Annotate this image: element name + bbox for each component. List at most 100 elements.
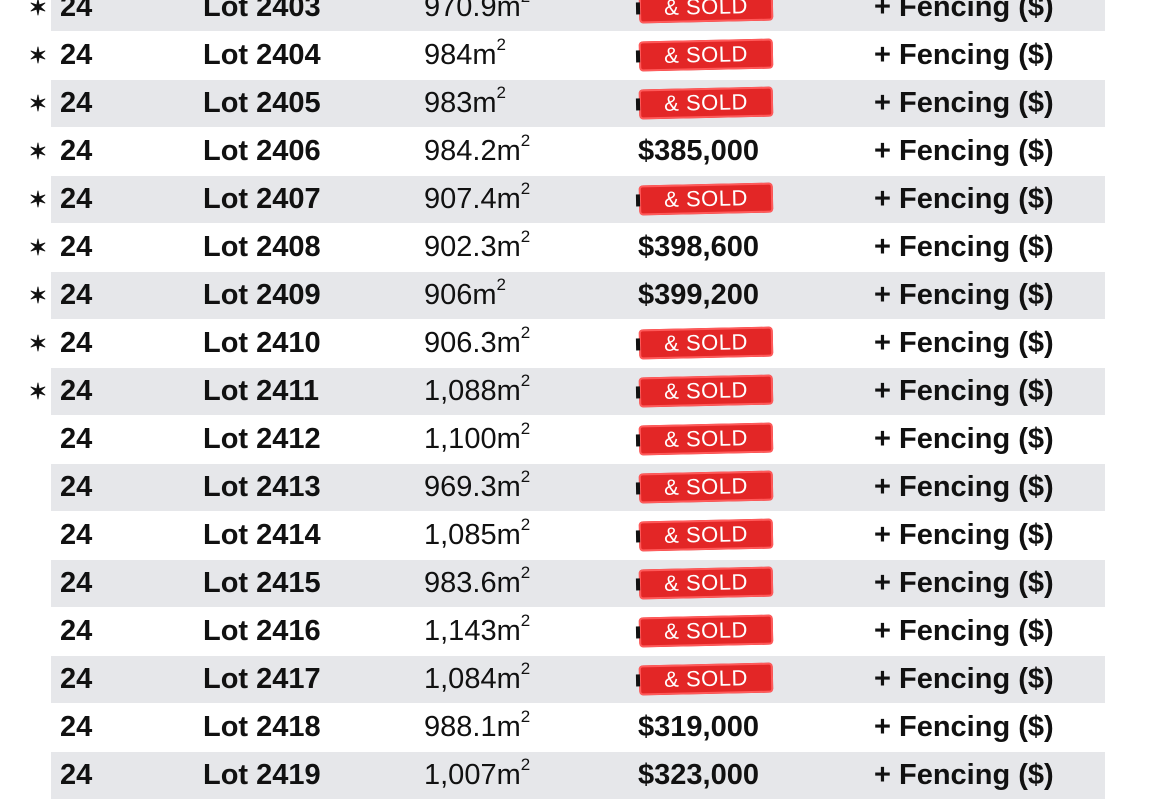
squared-superscript: 2 [520, 515, 531, 534]
squared-superscript: 2 [520, 659, 531, 678]
star-icon: ✶ [28, 91, 48, 116]
row-background [51, 656, 1105, 703]
lot-area-value: 1,084m [424, 663, 521, 695]
lot-number: Lot 2418 [203, 711, 321, 743]
squared-superscript: 2 [520, 323, 531, 342]
table-row: ✶ 24 Lot 2404 984m2 & SOLD + Fencing ($) [0, 32, 1160, 79]
stage-number: 24 [60, 231, 93, 263]
lot-area: 1,088m2 [424, 368, 530, 415]
lot-area-value: 984m [424, 39, 497, 71]
stage-number: 24 [60, 183, 93, 215]
star-icon: ✶ [28, 283, 48, 308]
star-icon: ✶ [28, 139, 48, 164]
row-background [51, 0, 1105, 31]
fencing-note: + Fencing ($) [874, 375, 1054, 407]
row-background [51, 464, 1105, 511]
table-row: 24 Lot 2416 1,143m2 & SOLD + Fencing ($) [0, 608, 1160, 655]
squared-superscript: 2 [496, 275, 507, 294]
lot-area-value: 969.3m [424, 471, 521, 503]
squared-superscript: 2 [520, 419, 531, 438]
lot-area: 907.4m2 [424, 176, 530, 223]
lot-area: 983.6m2 [424, 560, 530, 607]
fencing-note: + Fencing ($) [874, 615, 1054, 647]
sold-stamp: & SOLD [638, 470, 774, 504]
fencing-note: + Fencing ($) [874, 423, 1054, 455]
sold-stamp: & SOLD [638, 422, 774, 456]
fencing-note: + Fencing ($) [874, 471, 1054, 503]
star-icon: ✶ [28, 0, 48, 20]
table-row: 24 Lot 2414 1,085m2 & SOLD + Fencing ($) [0, 512, 1160, 559]
fencing-note: + Fencing ($) [874, 519, 1054, 551]
lot-area-value: 983.6m [424, 567, 521, 599]
fencing-note: + Fencing ($) [874, 39, 1054, 71]
table-row: ✶ 24 Lot 2408 902.3m2 $398,600 + Fencing ($) [0, 224, 1160, 271]
stage-number: 24 [60, 711, 93, 743]
stage-number: 24 [60, 39, 93, 71]
stage-number: 24 [60, 423, 93, 455]
lot-area-value: 1,143m [424, 615, 521, 647]
star-icon: ✶ [28, 43, 48, 68]
sold-stamp: & SOLD [638, 0, 774, 24]
fencing-note: + Fencing ($) [874, 135, 1054, 167]
sold-stamp: & SOLD [638, 86, 774, 120]
lot-number: Lot 2403 [203, 0, 321, 23]
squared-superscript: 2 [496, 35, 507, 54]
lot-area: 969.3m2 [424, 464, 530, 511]
lot-price: $399,200 [638, 279, 759, 311]
squared-superscript: 2 [520, 227, 531, 246]
stage-number: 24 [60, 375, 93, 407]
table-row: ✶ 24 Lot 2403 970.9m2 & SOLD + Fencing ($) [0, 0, 1160, 31]
lot-area: 970.9m2 [424, 0, 530, 31]
lot-area-value: 902.3m [424, 231, 521, 263]
squared-superscript: 2 [496, 83, 507, 102]
squared-superscript: 2 [520, 707, 531, 726]
lot-area-value: 907.4m [424, 183, 521, 215]
star-icon: ✶ [28, 235, 48, 260]
stage-number: 24 [60, 519, 93, 551]
squared-superscript: 2 [520, 563, 531, 582]
table-row: ✶ 24 Lot 2406 984.2m2 $385,000 + Fencing ($) [0, 128, 1160, 175]
lot-number: Lot 2417 [203, 663, 321, 695]
squared-superscript: 2 [520, 179, 531, 198]
lot-area: 988.1m2 [424, 704, 530, 751]
star-icon: ✶ [28, 187, 48, 212]
stage-number: 24 [60, 567, 93, 599]
lot-area-value: 970.9m [424, 0, 521, 23]
lot-price: $385,000 [638, 135, 759, 167]
table-row: 24 Lot 2418 988.1m2 $319,000 + Fencing ($) [0, 704, 1160, 751]
sold-stamp: & SOLD [638, 326, 774, 360]
squared-superscript: 2 [520, 131, 531, 150]
fencing-note: + Fencing ($) [874, 183, 1054, 215]
stage-number: 24 [60, 135, 93, 167]
lot-area-value: 1,088m [424, 375, 521, 407]
fencing-note: + Fencing ($) [874, 711, 1054, 743]
table-row: ✶ 24 Lot 2410 906.3m2 & SOLD + Fencing ($) [0, 320, 1160, 367]
star-icon: ✶ [28, 379, 48, 404]
fencing-note: + Fencing ($) [874, 279, 1054, 311]
table-row: 24 Lot 2417 1,084m2 & SOLD + Fencing ($) [0, 656, 1160, 703]
lot-price: $323,000 [638, 759, 759, 791]
lot-area-value: 1,007m [424, 759, 521, 791]
squared-superscript: 2 [520, 371, 531, 390]
table-row: ✶ 24 Lot 2405 983m2 & SOLD + Fencing ($) [0, 80, 1160, 127]
fencing-note: + Fencing ($) [874, 567, 1054, 599]
stage-number: 24 [60, 0, 93, 23]
lot-number: Lot 2415 [203, 567, 321, 599]
table-row: ✶ 24 Lot 2407 907.4m2 & SOLD + Fencing ($) [0, 176, 1160, 223]
squared-superscript: 2 [520, 611, 531, 630]
stage-number: 24 [60, 279, 93, 311]
lot-number: Lot 2409 [203, 279, 321, 311]
sold-stamp: & SOLD [638, 518, 774, 552]
lot-price: $319,000 [638, 711, 759, 743]
fencing-note: + Fencing ($) [874, 231, 1054, 263]
lot-area-value: 906.3m [424, 327, 521, 359]
star-icon: ✶ [28, 331, 48, 356]
lot-area: 984.2m2 [424, 128, 530, 175]
stage-number: 24 [60, 471, 93, 503]
lot-area: 984m2 [424, 32, 506, 79]
lot-number: Lot 2414 [203, 519, 321, 551]
fencing-note: + Fencing ($) [874, 327, 1054, 359]
lot-number: Lot 2411 [203, 375, 320, 407]
table-row: 24 Lot 2419 1,007m2 $323,000 + Fencing ($) [0, 752, 1160, 799]
squared-superscript: 2 [520, 755, 531, 774]
